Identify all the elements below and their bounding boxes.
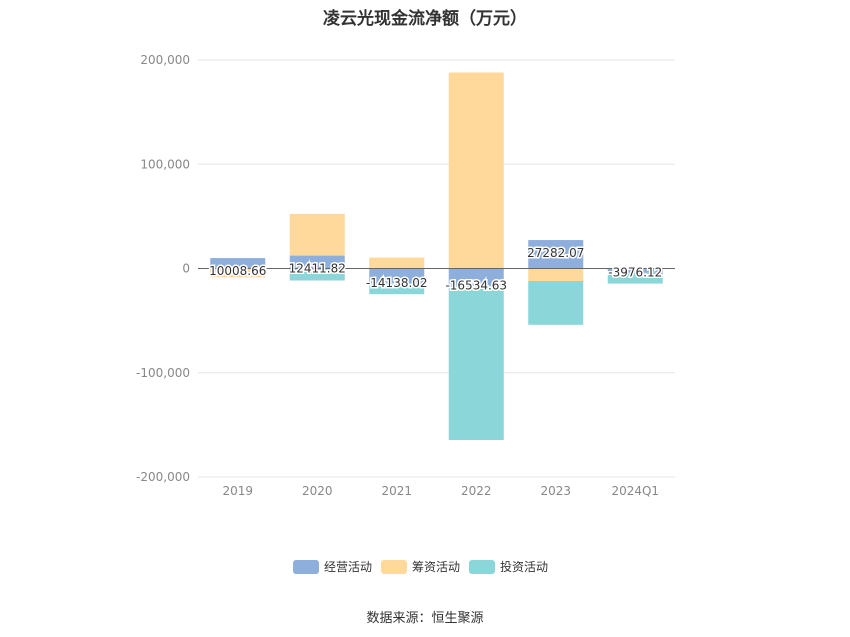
y-tick-label: 0	[182, 262, 190, 276]
legend-label: 经营活动	[324, 560, 372, 574]
data-label: 10008.66	[209, 264, 266, 278]
chart-plot: 200,000 100,000 0 -100,000 -200,000 2019 2020 2…	[136, 53, 675, 574]
bar-segment	[607, 272, 663, 284]
bar-segment	[289, 268, 345, 281]
x-tick-label: 2022	[461, 484, 492, 498]
data-label: -14138.02	[366, 276, 428, 290]
bar-segment	[369, 268, 425, 284]
x-tick-label: 2020	[302, 484, 333, 498]
x-tick-label: 2024Q1	[611, 484, 659, 498]
chart-title: 凌云光现金流净额（万元）	[323, 9, 527, 29]
bar-segment	[289, 255, 345, 269]
bar-segment	[448, 268, 504, 286]
bar-segment	[369, 283, 425, 295]
legend-label: 投资活动	[500, 559, 548, 574]
bar-segment	[607, 268, 663, 273]
bar-segment	[528, 240, 584, 269]
y-tick-label: 100,000	[140, 157, 190, 171]
bar-segment	[528, 268, 584, 282]
bar-segment	[369, 257, 425, 269]
data-label: 12411.82	[289, 262, 346, 276]
source-note: 数据来源：恒生聚源	[366, 611, 484, 626]
data-label: -3976.12	[608, 266, 662, 280]
y-tick-label: -100,000	[136, 366, 190, 380]
data-label: -16534.63	[445, 279, 507, 293]
x-tick-label: 2023	[540, 484, 571, 498]
y-tick-label: 200,000	[140, 53, 190, 67]
bar-segment	[448, 72, 504, 269]
legend-swatch	[469, 560, 495, 574]
legend-label: 筹资活动	[412, 560, 460, 574]
bar-segment	[210, 258, 266, 269]
bar-segment	[528, 281, 584, 325]
bar-segment	[289, 213, 345, 256]
y-tick-label: -200,000	[136, 470, 190, 484]
data-label: 27282.07	[527, 246, 584, 260]
bar-segment	[448, 285, 504, 441]
x-tick-label: 2019	[222, 484, 253, 498]
legend-swatch	[293, 560, 319, 574]
bar-segment	[210, 268, 266, 278]
x-tick-label: 2021	[381, 484, 412, 498]
legend-swatch	[381, 560, 407, 574]
